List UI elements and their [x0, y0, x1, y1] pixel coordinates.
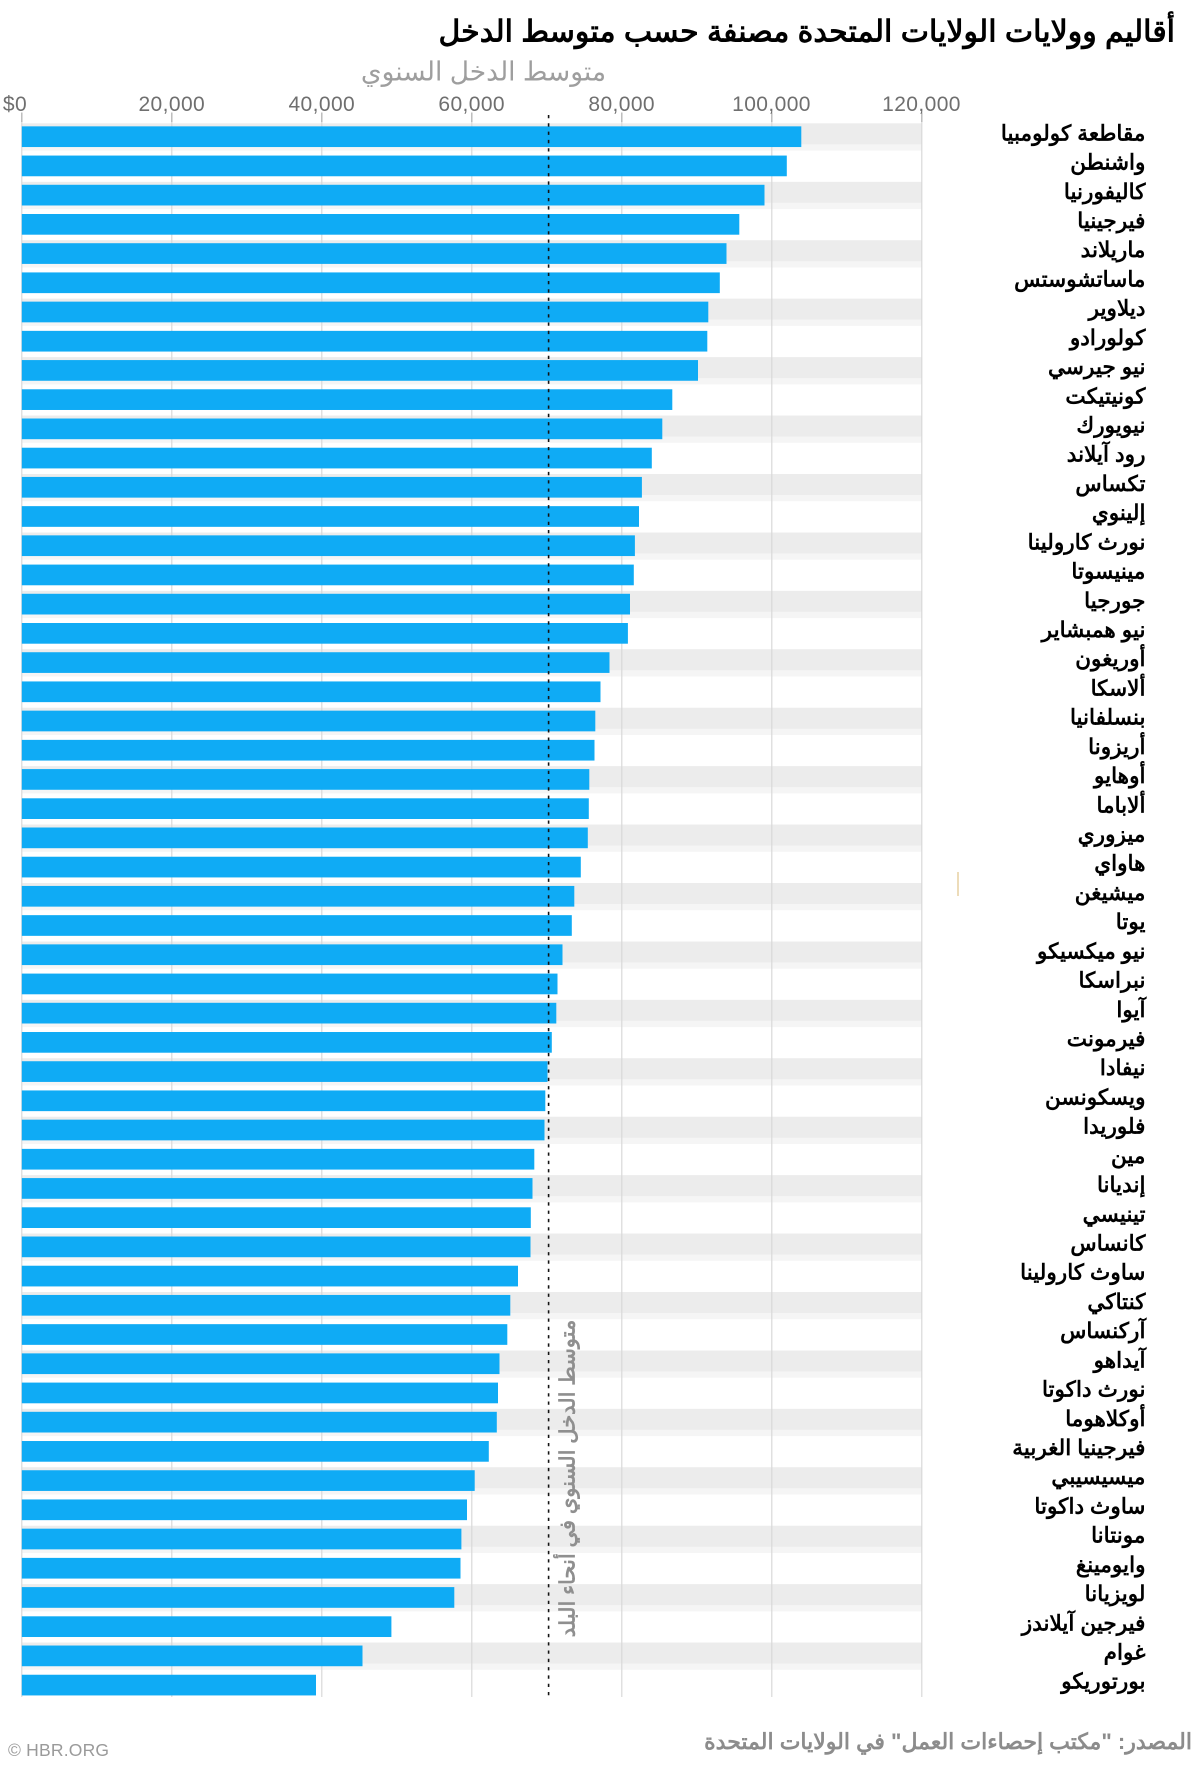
svg-text:نيفادا: نيفادا [1100, 1055, 1146, 1080]
svg-text:ماساتشوستس: ماساتشوستس [1014, 266, 1145, 292]
svg-text:فيرجين آيلاندز: فيرجين آيلاندز [1020, 1608, 1146, 1636]
svg-text:رود آيلاند: رود آيلاند [1067, 440, 1146, 468]
svg-text:ألاسكا: ألاسكا [1091, 672, 1146, 700]
svg-text:فيرمونت: فيرمونت [1067, 1026, 1146, 1052]
svg-text:آيوا: آيوا [1116, 995, 1147, 1023]
svg-text:40,000: 40,000 [288, 93, 355, 116]
svg-text:إلينوي: إلينوي [1092, 500, 1146, 527]
svg-text:هاواي: هاواي [1094, 851, 1145, 877]
svg-text:نورث داكوتا: نورث داكوتا [1042, 1377, 1146, 1403]
svg-text:فيرجينيا: فيرجينيا [1077, 208, 1145, 234]
svg-text:أريزونا: أريزونا [1088, 731, 1145, 760]
svg-text:أوكلاهوما: أوكلاهوما [1065, 1403, 1145, 1432]
svg-text:جورجيا: جورجيا [1084, 588, 1145, 614]
svg-text:ديلاوير: ديلاوير [1087, 296, 1146, 322]
svg-text:إنديانا: إنديانا [1097, 1172, 1146, 1199]
svg-text:أوهايو: أوهايو [1092, 760, 1146, 789]
svg-text:ويسكونسن: ويسكونسن [1045, 1084, 1146, 1110]
svg-text:آركنساس: آركنساس [1060, 1316, 1147, 1344]
svg-text:تكساس: تكساس [1075, 471, 1145, 497]
svg-text:نبراسكا: نبراسكا [1078, 968, 1145, 994]
svg-text:متوسط الدخل السنوي في أنحاء ال: متوسط الدخل السنوي في أنحاء البلد [553, 1320, 581, 1637]
svg-text:مينيسوتا: مينيسوتا [1071, 559, 1145, 585]
svg-text:فيرجينيا الغربية: فيرجينيا الغربية [1012, 1435, 1145, 1461]
svg-text:بنسلفانيا: بنسلفانيا [1070, 705, 1146, 730]
svg-text:60,000: 60,000 [438, 93, 505, 116]
svg-text:المصدر: "مكتب إحصاءات العمل" ف: المصدر: "مكتب إحصاءات العمل" في الولايات… [704, 1729, 1192, 1756]
svg-text:ميسيسيبي: ميسيسيبي [1051, 1464, 1145, 1490]
svg-text:مقاطعة كولومبيا: مقاطعة كولومبيا [1001, 120, 1146, 146]
svg-text:$0: $0 [3, 93, 27, 116]
svg-text:100,000: 100,000 [732, 93, 811, 116]
svg-text:مين: مين [1111, 1143, 1146, 1169]
svg-text:ساوث داكوتا: ساوث داكوتا [1034, 1494, 1145, 1520]
svg-text:ميشيغن: ميشيغن [1075, 880, 1146, 906]
svg-text:20,000: 20,000 [138, 93, 205, 116]
svg-text:ساوث كارولينا: ساوث كارولينا [1020, 1260, 1145, 1286]
svg-text:120,000: 120,000 [882, 93, 961, 116]
svg-text:وايومينغ: وايومينغ [1076, 1552, 1146, 1578]
svg-text:كنتاكي: كنتاكي [1087, 1289, 1146, 1315]
svg-text:لويزيانا: لويزيانا [1085, 1581, 1146, 1607]
svg-text:نورث كارولينا: نورث كارولينا [1028, 529, 1146, 555]
svg-text:نيو همبشاير: نيو همبشاير [1040, 617, 1146, 643]
svg-text:كاليفورنيا: كاليفورنيا [1064, 179, 1146, 205]
svg-text:غوام: غوام [1104, 1640, 1147, 1666]
svg-text:© HBR.ORG: © HBR.ORG [8, 1740, 109, 1760]
svg-text:أوريغون: أوريغون [1075, 643, 1145, 672]
svg-text:متوسط الدخل السنوي: متوسط الدخل السنوي [361, 57, 606, 88]
svg-text:ألاباما: ألاباما [1096, 789, 1145, 817]
svg-text:80,000: 80,000 [588, 93, 655, 116]
svg-text:نيويورك: نيويورك [1076, 413, 1145, 439]
svg-text:كانساس: كانساس [1070, 1231, 1146, 1257]
svg-text:فلوريدا: فلوريدا [1083, 1114, 1145, 1140]
svg-text:تينيسي: تينيسي [1083, 1201, 1146, 1227]
svg-text:ميزوري: ميزوري [1078, 822, 1146, 848]
svg-text:ماريلاند: ماريلاند [1081, 237, 1146, 263]
svg-text:نيو ميكسيكو: نيو ميكسيكو [1035, 938, 1146, 964]
svg-text:بورتوريكو: بورتوريكو [1059, 1669, 1145, 1695]
svg-text:واشنطن: واشنطن [1070, 150, 1145, 176]
svg-text:أقاليم وولايات الولايات المتحد: أقاليم وولايات الولايات المتحدة مصنفة حس… [438, 11, 1175, 50]
svg-text:يوتا: يوتا [1116, 909, 1146, 935]
svg-text:كولورادو: كولورادو [1068, 325, 1146, 351]
svg-text:نيو جيرسي: نيو جيرسي [1048, 354, 1146, 380]
svg-text:مونتانا: مونتانا [1091, 1523, 1145, 1549]
svg-text:كونيتيكت: كونيتيكت [1065, 383, 1146, 409]
svg-text:آيداهو: آيداهو [1092, 1345, 1148, 1373]
